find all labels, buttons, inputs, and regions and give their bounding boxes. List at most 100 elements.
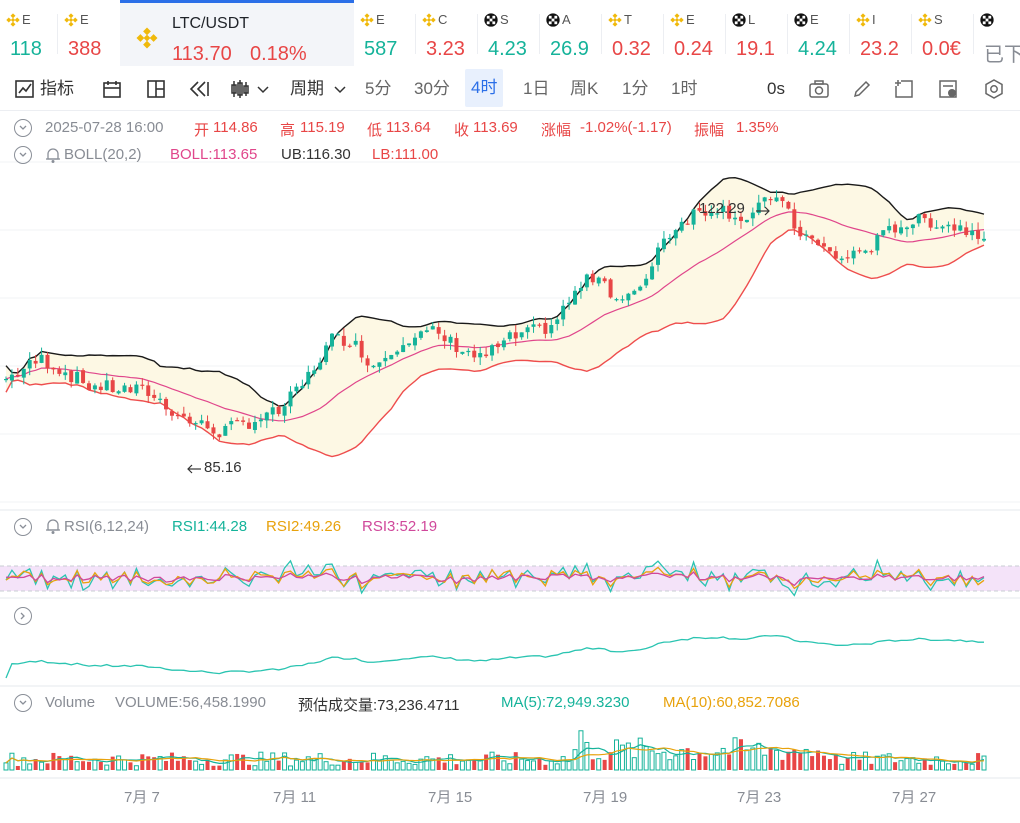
ticker-item[interactable]: LTC/USDT 113.70 0.18%: [120, 0, 354, 66]
chevron-down-icon[interactable]: [256, 78, 270, 100]
ticker-item[interactable]: A 26.9: [540, 0, 602, 66]
volume-bar: [845, 757, 850, 770]
candle-body: [910, 224, 915, 229]
pencil-icon[interactable]: [851, 78, 873, 100]
candle-body: [288, 391, 293, 407]
ticker-divider: [601, 14, 602, 54]
tf-1m[interactable]: 1分: [622, 79, 649, 98]
ticker-divider: [973, 14, 974, 54]
tf-4h[interactable]: 4时: [465, 69, 504, 107]
camera-icon[interactable]: [808, 78, 830, 100]
candle-body: [92, 385, 97, 390]
candle-body: [110, 380, 115, 393]
bnb-icon: [6, 13, 20, 27]
tf-5m[interactable]: 5分: [365, 79, 392, 98]
candle-type-icon[interactable]: [229, 78, 251, 100]
collapse-chevron-icon[interactable]: [14, 146, 32, 164]
volume-bar: [264, 760, 270, 771]
volume-bar: [252, 765, 258, 771]
gear-icon[interactable]: [983, 78, 1005, 100]
ticker-item[interactable]: I 23.2: [850, 0, 912, 66]
ticker-item[interactable]: T 0.32: [602, 0, 664, 66]
settings-panel-icon[interactable]: [937, 78, 959, 100]
ticker-item[interactable]: 已下: [974, 0, 1020, 66]
ticker-item[interactable]: S 0.0€: [912, 0, 974, 66]
okx-icon: [980, 13, 994, 27]
boll-name[interactable]: BOLL(20,2): [64, 146, 142, 163]
candle-body: [721, 205, 726, 212]
candle-body: [952, 224, 957, 231]
chevron-down-icon[interactable]: [333, 78, 347, 100]
layout-icon[interactable]: [145, 78, 167, 100]
ticker-item[interactable]: L 19.1: [726, 0, 788, 66]
candle-body: [63, 372, 68, 376]
candle-body: [454, 338, 459, 352]
tf-1d[interactable]: 1日: [523, 79, 550, 98]
ticker-item[interactable]: E 587: [354, 0, 416, 66]
tf-30m[interactable]: 30分: [414, 79, 450, 98]
volume-bar: [703, 756, 708, 770]
volume-bar: [714, 752, 720, 771]
ticker-change: 0.18%: [250, 43, 307, 65]
candle-body: [501, 340, 506, 348]
volume-bar: [708, 753, 714, 771]
period-button[interactable]: 周期: [290, 79, 324, 98]
collapse-chevron-icon[interactable]: [14, 518, 32, 536]
expand-chevron-icon[interactable]: [14, 607, 32, 625]
volume-bar: [424, 756, 430, 771]
rsi-name[interactable]: RSI(6,12,24): [64, 518, 150, 535]
ticker-price: 587: [364, 38, 398, 60]
candle-body: [430, 326, 435, 330]
candle-body: [478, 353, 483, 358]
okx-icon: [546, 13, 560, 27]
candle-body: [98, 386, 103, 390]
ticker-item[interactable]: E 4.24: [788, 0, 850, 66]
tf-1h[interactable]: 1时: [671, 79, 698, 98]
ticker-price: 19.1: [736, 38, 775, 60]
replay-icon[interactable]: [188, 78, 210, 100]
price-chart-canvas[interactable]: [0, 110, 1020, 823]
indicator-line: [5, 634, 985, 679]
chart-area[interactable]: 2025-07-28 16:00 开 114.86 高 115.19 低 113…: [0, 110, 1020, 823]
candle-body: [199, 420, 204, 424]
volume-bar: [519, 758, 525, 771]
volume-bar: [916, 762, 922, 771]
candle-body: [241, 420, 246, 422]
calendar-icon[interactable]: [101, 78, 123, 100]
volume-bar: [51, 752, 56, 770]
ticker-item[interactable]: E 118: [0, 0, 58, 66]
volume-name[interactable]: Volume: [45, 694, 96, 711]
bnb-icon: [136, 27, 158, 49]
indicators-button[interactable]: 指标: [40, 79, 74, 98]
collapse-chevron-icon[interactable]: [14, 694, 32, 712]
add-chart-icon[interactable]: [893, 78, 915, 100]
volume-bar: [762, 754, 768, 771]
indicator-icon[interactable]: [14, 78, 36, 100]
ticker-item[interactable]: E 0.24: [664, 0, 726, 66]
volume-bar: [631, 757, 637, 771]
volume-bar: [335, 764, 341, 771]
collapse-chevron-icon[interactable]: [14, 119, 32, 137]
volume-bar: [928, 764, 933, 770]
volume-bar: [489, 751, 495, 771]
bell-icon[interactable]: [45, 146, 61, 164]
volume-bar: [886, 753, 892, 771]
volume-bar: [697, 753, 702, 770]
okx-icon: [794, 13, 808, 27]
ticker-item[interactable]: E 388: [58, 0, 120, 66]
volume-bar: [756, 742, 762, 771]
volume-bar: [98, 761, 103, 770]
volume-bar: [270, 752, 276, 771]
bell-icon[interactable]: [45, 517, 61, 535]
ticker-item[interactable]: S 4.23: [478, 0, 540, 66]
candle-body: [158, 398, 163, 400]
ticker-item[interactable]: C 3.23: [416, 0, 478, 66]
candle-body: [330, 333, 334, 347]
volume-bar: [596, 758, 602, 771]
candle-body: [928, 218, 933, 228]
volume-bar: [513, 752, 518, 770]
tf-1w[interactable]: 周K: [570, 79, 599, 98]
candle-body: [45, 354, 50, 369]
volume-bar: [110, 756, 115, 770]
bnb-icon: [608, 13, 622, 27]
